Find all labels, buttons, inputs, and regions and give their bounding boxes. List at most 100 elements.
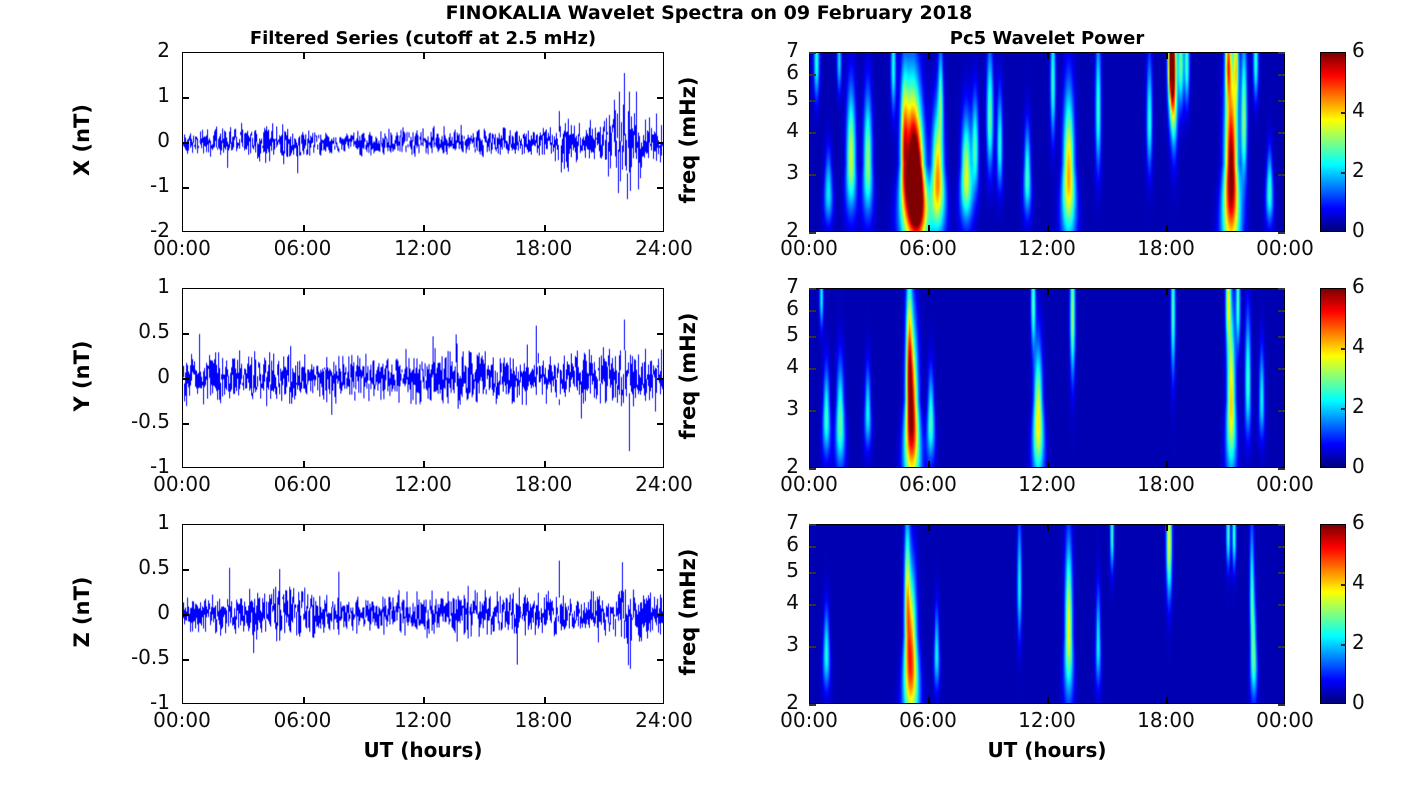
y-tick-mark	[182, 378, 189, 380]
wavelet-power-canvas	[810, 53, 1284, 231]
x-tick-label: 06:00	[273, 236, 332, 260]
x-tick-mark	[928, 697, 930, 704]
y-tick-label: 5	[786, 86, 799, 111]
x-tick-label: 24:00	[635, 472, 693, 496]
y-tick-label: 4	[786, 590, 799, 615]
colorbar-tick-mark	[1341, 348, 1346, 350]
y-tick-mark	[809, 368, 816, 370]
xlabel-left: UT (hours)	[363, 738, 483, 762]
x-tick-mark	[1166, 461, 1168, 468]
x-tick-label: 00:00	[1256, 236, 1314, 260]
y-tick-mark	[657, 569, 664, 571]
colorbar-tick-label: 2	[1352, 630, 1365, 654]
y-tick-mark	[657, 187, 664, 189]
x-tick-label: 00:00	[153, 236, 211, 260]
x-tick-mark	[1047, 225, 1049, 232]
x-tick-mark	[303, 225, 305, 232]
ylabel-Z-wavelet-power: freq (mHz)	[676, 548, 700, 676]
y-tick-mark	[657, 333, 664, 335]
xlabel-right: UT (hours)	[987, 738, 1107, 762]
colorbar-row-3	[1320, 524, 1346, 704]
y-tick-label: 2	[786, 454, 799, 478]
axes-Y-wavelet-power	[809, 288, 1285, 468]
x-tick-mark	[544, 697, 546, 704]
y-tick-label: 1	[157, 274, 170, 298]
y-tick-mark	[1278, 74, 1285, 76]
axes-X-filtered-series	[182, 52, 664, 232]
figure-suptitle: FINOKALIA Wavelet Spectra on 09 February…	[445, 2, 973, 24]
x-tick-mark	[928, 461, 930, 468]
y-tick-mark	[809, 288, 816, 290]
x-tick-label: 18:00	[514, 236, 573, 260]
colorbar-tick-label: 0	[1352, 690, 1365, 714]
y-tick-label: 6	[786, 532, 799, 557]
colorbar-tick-label: 6	[1352, 510, 1365, 534]
x-tick-mark	[544, 524, 546, 531]
y-tick-mark	[809, 132, 816, 134]
y-tick-label: 7	[786, 38, 799, 62]
x-tick-label: 00:00	[153, 708, 211, 732]
ylabel-Y-wavelet-power: freq (mHz)	[676, 312, 700, 440]
x-tick-label: 00:00	[1256, 708, 1314, 732]
y-tick-mark	[182, 97, 189, 99]
y-tick-mark	[809, 572, 816, 574]
x-tick-mark	[1047, 288, 1049, 295]
x-tick-mark	[1047, 52, 1049, 59]
y-tick-mark	[1278, 52, 1285, 54]
x-tick-mark	[1166, 225, 1168, 232]
x-tick-label: 12:00	[1018, 708, 1076, 732]
colorbar-tick-label: 4	[1352, 570, 1365, 594]
y-tick-mark	[809, 310, 816, 312]
y-tick-mark	[1278, 368, 1285, 370]
y-tick-label: -1	[150, 690, 170, 714]
x-tick-label: 24:00	[635, 708, 693, 732]
x-tick-mark	[544, 225, 546, 232]
y-tick-label: 4	[786, 354, 799, 379]
y-tick-mark	[182, 423, 189, 425]
colorbar-tick-mark	[1341, 644, 1346, 646]
x-tick-label: 06:00	[273, 708, 332, 732]
y-tick-mark	[809, 704, 816, 706]
y-tick-mark	[1278, 336, 1285, 338]
x-tick-label: 18:00	[1137, 472, 1195, 496]
y-tick-mark	[182, 614, 189, 616]
x-tick-label: 06:00	[273, 472, 332, 496]
left-column-title: Filtered Series (cutoff at 2.5 mHz)	[249, 28, 597, 49]
y-tick-mark	[1278, 604, 1285, 606]
colorbar-row-2	[1320, 288, 1346, 468]
y-tick-label: 3	[786, 159, 799, 184]
x-tick-label: 06:00	[899, 472, 957, 496]
y-tick-mark	[657, 378, 664, 380]
colorbar-gradient	[1321, 525, 1345, 703]
x-tick-label: 06:00	[899, 708, 957, 732]
colorbar-gradient	[1321, 53, 1345, 231]
y-tick-label: -1	[150, 173, 170, 197]
y-tick-label: 0	[157, 364, 170, 388]
x-tick-label: 00:00	[1256, 472, 1314, 496]
y-tick-mark	[1278, 410, 1285, 412]
x-tick-label: 00:00	[780, 236, 838, 260]
wavelet-power-canvas	[810, 289, 1284, 467]
x-tick-mark	[1047, 461, 1049, 468]
ylabel-Z-filtered-series: Z (nT)	[70, 576, 94, 648]
x-tick-mark	[1166, 524, 1168, 531]
colorbar-tick-label: 2	[1352, 158, 1365, 182]
x-tick-mark	[423, 288, 425, 295]
y-tick-mark	[809, 646, 816, 648]
y-tick-mark	[1278, 524, 1285, 526]
y-tick-mark	[809, 174, 816, 176]
y-tick-mark	[182, 659, 189, 661]
x-tick-mark	[1166, 288, 1168, 295]
x-tick-label: 12:00	[394, 236, 452, 260]
y-tick-mark	[1278, 174, 1285, 176]
x-tick-label: 24:00	[635, 236, 693, 260]
x-tick-label: 18:00	[514, 472, 573, 496]
colorbar-tick-mark	[1341, 584, 1346, 586]
y-tick-mark	[1278, 310, 1285, 312]
y-tick-mark	[657, 423, 664, 425]
x-tick-label: 12:00	[394, 708, 452, 732]
ylabel-X-filtered-series: X (nT)	[70, 104, 94, 176]
y-tick-mark	[1278, 288, 1285, 290]
x-tick-mark	[928, 52, 930, 59]
timeseries-canvas	[183, 289, 663, 467]
